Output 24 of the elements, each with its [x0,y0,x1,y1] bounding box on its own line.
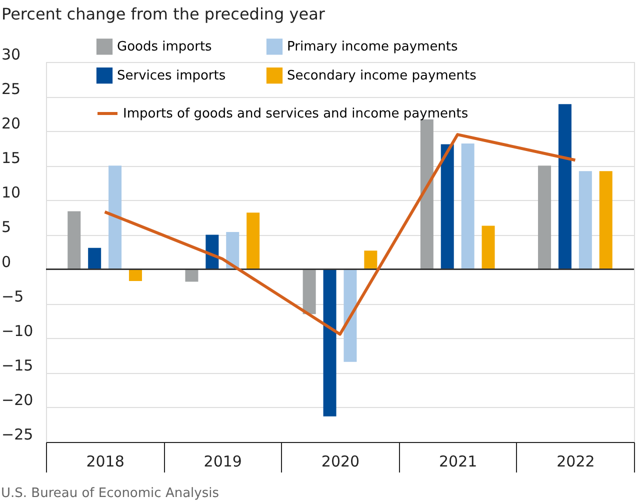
y-tick-label: −20 [2,390,34,409]
y-tick-label: 20 [2,114,21,133]
x-tick-label: 2019 [204,452,242,470]
y-tick-label: −15 [2,356,34,374]
y-tick-label: 30 [2,46,21,64]
y-tick-label: 5 [2,218,12,236]
legend-label: Secondary income payments [287,68,477,84]
y-tick-label: −5 [2,287,24,306]
x-tick-label: 2021 [439,452,478,470]
x-tick-label: 2022 [556,452,595,470]
x-tick-label: 2018 [86,452,124,470]
y-axis-title: Percent change from the preceding year [2,4,326,24]
y-tick-label: 25 [2,80,21,98]
legend-label: Primary income payments [287,40,458,55]
y-tick-label: −10 [2,322,34,340]
y-tick-label: 15 [2,149,21,168]
y-tick-label: 10 [2,184,21,202]
legend-label: Services imports [117,68,226,84]
x-tick-label: 2020 [321,452,360,470]
y-tick-label: 0 [2,252,12,271]
text: U.S. Bureau of Economic Analysis [1,486,220,501]
legend-label: Imports of goods and services and income payments [123,106,468,122]
y-tick-label: −25 [2,426,34,444]
legend-label: Goods imports [117,40,212,55]
